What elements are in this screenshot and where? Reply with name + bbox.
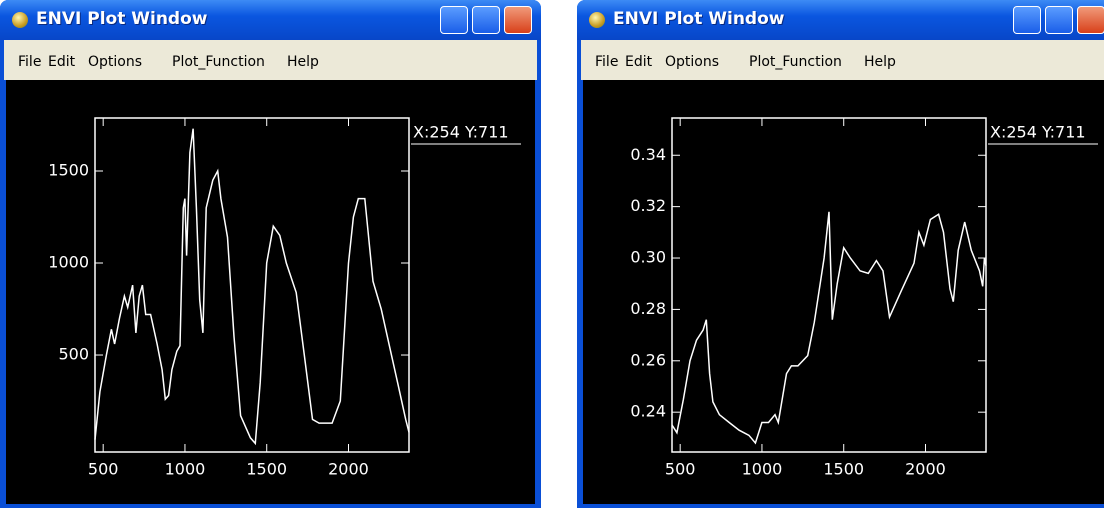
y-tick-label: 500 xyxy=(58,345,89,364)
menu-item[interactable]: Edit xyxy=(48,54,76,70)
title-bar: ENVI Plot Window xyxy=(577,0,1104,40)
x-tick-label: 500 xyxy=(665,460,696,479)
y-tick-label: 0.28 xyxy=(630,299,666,318)
window-title: ENVI Plot Window xyxy=(613,9,785,29)
y-tick-label: 0.24 xyxy=(630,402,666,421)
maximize-button[interactable] xyxy=(472,6,500,34)
menu-item[interactable]: Plot_Function xyxy=(749,54,842,70)
y-tick-label: 0.26 xyxy=(630,350,666,369)
plot-window: ENVI Plot Window File Edit Options Plot_Fun… xyxy=(0,0,541,508)
menu-item[interactable]: Help xyxy=(287,54,319,70)
plot-area: 500 1000 1500 2000 0.24 0.26 0.28 0.30 0.32 0.34 X… xyxy=(583,80,1104,504)
x-tick-label: 2000 xyxy=(328,460,369,479)
minimize-button[interactable] xyxy=(440,6,468,34)
cursor-readout: X:254 Y:711 xyxy=(990,123,1086,142)
menu-bar: File Edit Options Plot_Function Help xyxy=(581,40,1104,80)
y-tick-label: 0.30 xyxy=(630,248,666,267)
x-tick-label: 500 xyxy=(88,460,119,479)
plot-area: 500 1000 1500 2000 500 1000 1500 X:254 Y:711 xyxy=(6,80,535,504)
x-tick-label: 1000 xyxy=(742,460,783,479)
data-line xyxy=(94,128,410,446)
close-button[interactable] xyxy=(504,6,532,34)
app-icon xyxy=(589,12,605,28)
x-tick-label: 1000 xyxy=(165,460,206,479)
y-tick-label: 0.32 xyxy=(630,196,666,215)
app-icon xyxy=(12,12,28,28)
menu-bar: File Edit Options Plot_Function Help xyxy=(4,40,537,80)
menu-item[interactable]: File xyxy=(18,54,42,70)
window-title: ENVI Plot Window xyxy=(36,9,208,29)
menu-item[interactable]: Options xyxy=(88,54,143,70)
cursor-readout: X:254 Y:711 xyxy=(413,123,509,142)
data-line xyxy=(671,211,987,445)
menu-item[interactable]: Edit xyxy=(625,54,653,70)
y-tick-label: 1500 xyxy=(48,160,89,179)
x-tick-label: 2000 xyxy=(905,460,946,479)
y-tick-label: 0.34 xyxy=(630,145,666,164)
chart: 500 1000 1500 2000 500 1000 1500 X:254 Y:711 xyxy=(48,117,521,479)
chart: 500 1000 1500 2000 0.24 0.26 0.28 0.30 0.32 0.34 X… xyxy=(630,117,1098,479)
maximize-button[interactable] xyxy=(1045,6,1073,34)
title-bar: ENVI Plot Window xyxy=(0,0,541,40)
minimize-button[interactable] xyxy=(1013,6,1041,34)
menu-item[interactable]: File xyxy=(595,54,619,70)
plot-frame xyxy=(94,117,410,453)
close-button[interactable] xyxy=(1077,6,1104,34)
menu-item[interactable]: Options xyxy=(665,54,720,70)
menu-item[interactable]: Help xyxy=(864,54,896,70)
plot-frame xyxy=(671,117,987,453)
menu-item[interactable]: Plot_Function xyxy=(172,54,265,70)
x-tick-label: 1500 xyxy=(246,460,287,479)
y-tick-label: 1000 xyxy=(48,253,89,272)
x-tick-label: 1500 xyxy=(823,460,864,479)
plot-window: ENVI Plot Window File Edit Options Plot_Fun… xyxy=(577,0,1104,508)
